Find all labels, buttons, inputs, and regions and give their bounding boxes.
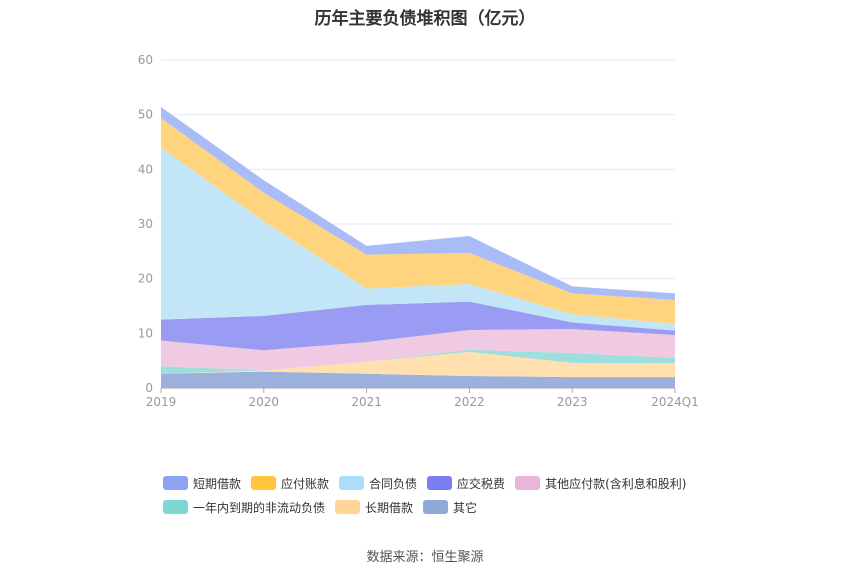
area-series-应交税费 <box>161 301 675 351</box>
legend-label: 一年内到期的非流动负债 <box>193 500 326 515</box>
chart-title: 历年主要负债堆积图（亿元） <box>314 9 536 29</box>
legend-item[interactable]: 一年内到期的非流动负债 <box>163 499 325 516</box>
y-tick-label: 20 <box>138 272 153 286</box>
area-series-其它 <box>161 371 675 388</box>
legend-swatch <box>163 476 188 490</box>
legend-row: 一年内到期的非流动负债 长期借款 其它 <box>163 496 723 518</box>
legend-item[interactable]: 应交税费 <box>427 475 505 492</box>
area-series-应付账款 <box>161 117 675 325</box>
x-tick-label: 2024Q1 <box>651 395 699 409</box>
legend-label: 应付账款 <box>281 476 330 491</box>
area-series <box>161 107 675 388</box>
legend-label: 其它 <box>453 500 478 515</box>
area-series-合同负债 <box>161 147 675 331</box>
legend: 短期借款 应付账款 合同负债 应交税费 其他应付款(含利息和股利) 一年内到期的非流动负… <box>163 472 723 520</box>
legend-swatch <box>335 500 361 514</box>
legend-swatch <box>251 476 277 490</box>
y-tick-label: 60 <box>138 53 153 67</box>
x-tick-label: 2021 <box>351 395 382 409</box>
legend-label: 其他应付款(含利息和股利) <box>545 476 687 491</box>
legend-label: 应交税费 <box>457 476 506 491</box>
legend-item[interactable]: 其它 <box>423 499 477 516</box>
legend-swatch <box>515 476 541 490</box>
y-tick-label: 50 <box>138 108 153 122</box>
legend-label: 短期借款 <box>193 476 242 491</box>
y-tick-label: 40 <box>138 162 153 176</box>
legend-swatch <box>427 476 453 490</box>
x-tick-label: 2020 <box>249 395 280 409</box>
legend-item[interactable]: 其他应付款(含利息和股利) <box>515 475 686 492</box>
y-tick-label: 10 <box>138 326 153 340</box>
y-tick-label: 0 <box>145 381 153 395</box>
legend-swatch <box>163 500 188 514</box>
area-series-一年内到期的非流动负债 <box>161 349 675 374</box>
legend-swatch <box>339 476 365 490</box>
x-tick-label: 2023 <box>557 395 588 409</box>
legend-label: 合同负债 <box>369 476 418 491</box>
legend-swatch <box>423 500 449 514</box>
area-series-其他应付款(含利息和股利) <box>161 328 675 371</box>
legend-item[interactable]: 短期借款 <box>163 475 241 492</box>
legend-item[interactable]: 长期借款 <box>335 499 413 516</box>
legend-row: 短期借款 应付账款 合同负债 应交税费 其他应付款(含利息和股利) <box>163 472 723 494</box>
data-source: 数据来源：恒生聚源 <box>366 550 484 565</box>
legend-item[interactable]: 应付账款 <box>251 475 329 492</box>
stacked-area-chart: 0 10 20 30 40 50 60 2019 2020 2021 2022 2023 2024Q1 <box>138 53 699 409</box>
x-tick-label: 2019 <box>146 395 177 409</box>
y-tick-label: 30 <box>138 217 153 231</box>
legend-item[interactable]: 合同负债 <box>339 475 417 492</box>
legend-label: 长期借款 <box>365 500 414 515</box>
axes: 0 10 20 30 40 50 60 2019 2020 2021 2022 2023 2024Q1 <box>138 53 699 409</box>
area-series-长期借款 <box>161 351 675 378</box>
x-tick-label: 2022 <box>454 395 485 409</box>
